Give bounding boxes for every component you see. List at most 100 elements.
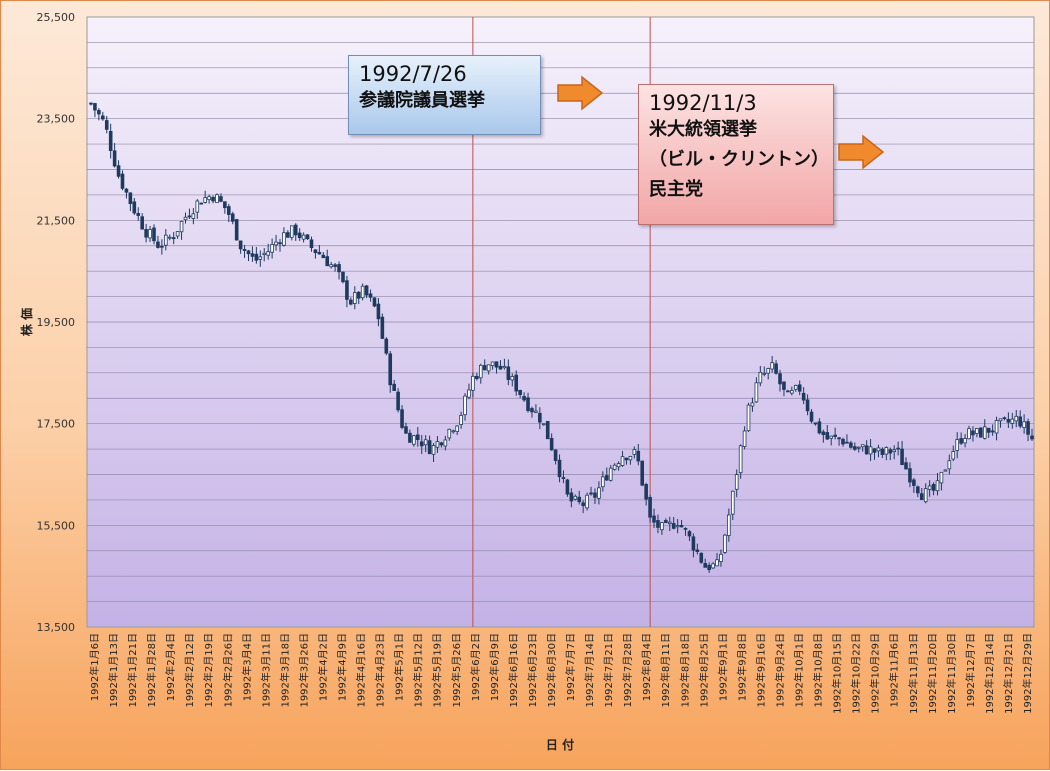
- candle-body: [593, 492, 597, 498]
- candle-body: [183, 216, 188, 221]
- candle-body: [730, 490, 735, 515]
- candle-body: [510, 376, 515, 381]
- candle-body: [762, 372, 767, 375]
- candle-body: [219, 196, 223, 202]
- candle-body: [506, 366, 511, 380]
- candle-body: [742, 430, 747, 447]
- x-tick-label: 1992年11月20日: [926, 633, 939, 714]
- candle-body: [916, 486, 920, 494]
- x-tick-label: 1992年11月13日: [907, 633, 920, 714]
- candle-body: [317, 251, 322, 255]
- candle-body: [990, 430, 995, 433]
- candle-body: [904, 462, 908, 470]
- candle-body: [104, 120, 109, 130]
- candle-body: [664, 520, 668, 523]
- candle-body: [683, 527, 688, 530]
- candle-body: [345, 280, 349, 300]
- candle-body: [754, 382, 759, 403]
- candle-body: [215, 194, 219, 203]
- x-tick-label: 1992年10月8日: [812, 633, 825, 708]
- candle-body: [455, 425, 459, 432]
- candle-body: [545, 421, 550, 440]
- candle-body: [947, 460, 952, 470]
- candle-body: [786, 390, 790, 393]
- x-tick-label: 1992年9月24日: [773, 633, 786, 708]
- candle-body: [207, 196, 211, 201]
- candle-body: [923, 488, 928, 503]
- candle-body: [128, 192, 133, 204]
- candle-body: [573, 495, 578, 500]
- x-tick-label: 1992年11月6日: [888, 633, 901, 708]
- candle-body: [534, 410, 538, 413]
- candle-body: [691, 536, 696, 551]
- candle-body: [490, 361, 495, 367]
- candle-body: [841, 438, 845, 445]
- candle-body: [979, 427, 983, 438]
- x-tick-label: 1992年4月23日: [374, 633, 387, 708]
- candle-body: [604, 475, 609, 481]
- x-tick-label: 1992年8月4日: [640, 633, 653, 701]
- candle-body: [624, 457, 629, 461]
- candle-body: [868, 446, 873, 455]
- candle-body: [813, 422, 818, 425]
- x-tick-label: 1992年1月6日: [88, 633, 101, 701]
- candle-body: [112, 150, 117, 167]
- candle-body: [687, 531, 692, 537]
- candle-body: [242, 249, 247, 251]
- right-arrow-icon: [838, 134, 885, 170]
- x-tick-label: 1992年7月7日: [564, 633, 577, 701]
- annotation-text: （ビル・クリントン）: [649, 149, 829, 170]
- x-tick-label: 1992年6月30日: [545, 633, 558, 708]
- candle-body: [463, 395, 467, 416]
- candle-body: [526, 397, 530, 411]
- candle-body: [601, 476, 605, 488]
- candle-body: [648, 496, 652, 518]
- candle-body: [553, 449, 558, 461]
- candle-body: [927, 485, 932, 490]
- candle-body: [541, 423, 546, 426]
- candle-body: [274, 241, 278, 246]
- candle-body: [144, 229, 148, 238]
- candle-body: [707, 564, 711, 571]
- candle-body: [514, 374, 519, 392]
- x-tick-label: 1992年3月26日: [297, 633, 310, 708]
- x-tick-label: 1992年12月21日: [1002, 633, 1015, 714]
- candle-body: [230, 213, 235, 222]
- x-tick-label: 1992年6月9日: [488, 633, 501, 701]
- x-tick-label: 1992年9月16日: [754, 633, 767, 708]
- candle-body: [227, 206, 231, 215]
- candle-body: [203, 197, 207, 203]
- candle-body: [313, 249, 318, 254]
- candle-body: [585, 494, 589, 509]
- candle-body: [223, 201, 227, 209]
- candle-body: [919, 493, 924, 500]
- candle-body: [179, 221, 184, 233]
- candle-body: [301, 234, 306, 240]
- x-tick-label: 1992年10月22日: [850, 633, 863, 714]
- candle-body: [908, 468, 912, 483]
- annotation-text: 民主党: [649, 179, 703, 200]
- candle-body: [971, 430, 975, 436]
- candle-body: [167, 236, 172, 239]
- candle-body: [293, 224, 298, 236]
- x-tick-label: 1992年1月21日: [126, 633, 139, 708]
- x-tick-label: 1992年5月1日: [393, 633, 406, 701]
- candle-body: [860, 444, 865, 448]
- candle-body: [321, 254, 326, 259]
- candle-body: [152, 227, 156, 242]
- y-axis-title: 株 価: [19, 308, 34, 336]
- candle-body: [864, 445, 869, 455]
- candle-body: [632, 449, 637, 455]
- candle-body: [750, 402, 755, 407]
- y-tick-label: 13,500: [37, 621, 76, 634]
- y-tick-label: 21,500: [37, 214, 76, 227]
- x-tick-label: 1992年1月28日: [145, 633, 158, 708]
- candle-body: [671, 523, 676, 529]
- candle-body: [577, 496, 582, 503]
- candle-body: [801, 392, 806, 401]
- candle-body: [652, 515, 656, 523]
- candle-body: [998, 418, 1003, 422]
- candle-body: [951, 451, 956, 460]
